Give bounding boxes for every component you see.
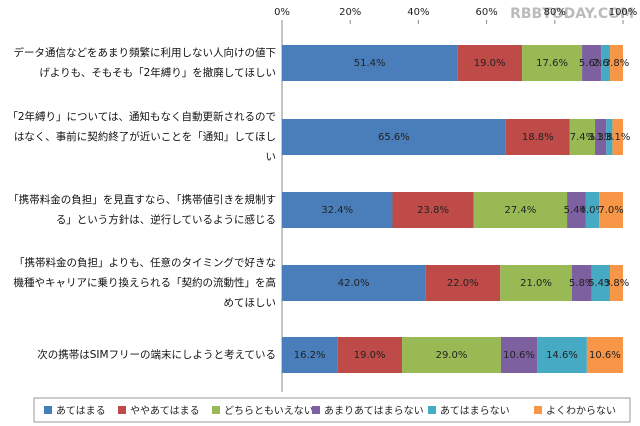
category-label: データ通信などをあまり頻繁に利用しない人向けの値下げよりも、そもそも「2年縛り」…: [13, 47, 277, 79]
legend-swatch: [312, 406, 320, 414]
category-label: 次の携帯はSIMフリーの端末にしようと考えている: [37, 349, 276, 361]
value-label: 17.6%: [536, 58, 568, 69]
value-label: 5.6%: [579, 58, 604, 69]
bar-segment: [282, 337, 338, 373]
value-label: 65.6%: [378, 132, 410, 143]
legend-label: あまりあてはまらない: [324, 405, 424, 417]
bar-segment: [505, 119, 570, 155]
x-tick-label: 20%: [339, 7, 361, 18]
bar-segment: [457, 45, 523, 81]
value-label: 21.0%: [520, 278, 552, 289]
value-label: 2.6%: [593, 58, 618, 69]
bar-segment: [610, 265, 623, 301]
category-label: 「携帯料金の負担」を見直すなら、「携帯値引きを規制する」という方針は、逆行してい…: [8, 194, 276, 226]
bar-segment: [500, 265, 572, 301]
value-label: 16.2%: [294, 350, 326, 361]
legend-label: あてはまる: [56, 405, 106, 417]
bar-segment: [610, 45, 623, 81]
legend-label: ややあてはまる: [130, 405, 200, 417]
x-tick-label: 40%: [407, 7, 429, 18]
category-label: 「携帯料金の負担」よりも、任意のタイミングで好きな機種やキャリアに乗り換えられる…: [13, 257, 277, 309]
value-label: 29.0%: [436, 350, 468, 361]
value-label: 5.4%: [588, 278, 613, 289]
bar-segment: [586, 337, 623, 373]
bar-segment: [402, 337, 501, 373]
value-label: 27.4%: [504, 205, 536, 216]
value-label: 10.6%: [503, 350, 535, 361]
watermark: RBBTODAY.COM: [510, 6, 634, 22]
value-label: 10.6%: [589, 350, 621, 361]
bar-segment: [601, 45, 611, 81]
value-label: 7.4%: [570, 132, 595, 143]
legend-label: どちらともいえない: [224, 405, 314, 417]
bar-segment: [282, 119, 506, 155]
legend-box: [33, 397, 631, 423]
value-label: 4.0%: [580, 205, 605, 216]
value-label: 22.0%: [447, 278, 479, 289]
value-label: 32.4%: [321, 205, 353, 216]
bar-segment: [522, 45, 583, 81]
legend-swatch: [534, 406, 542, 414]
legend-label: よくわからない: [546, 405, 616, 417]
value-label: 18.8%: [522, 132, 554, 143]
value-label: 1.8%: [597, 132, 622, 143]
legend-swatch: [428, 406, 436, 414]
bar-segment: [569, 119, 596, 155]
bar-segment: [606, 119, 613, 155]
value-label: 19.0%: [354, 350, 386, 361]
bar-segment: [282, 265, 426, 301]
value-label: 3.1%: [605, 132, 630, 143]
bar-segment: [282, 192, 393, 228]
bar-segment: [595, 119, 607, 155]
value-label: 5.4%: [564, 205, 589, 216]
value-label: 23.8%: [417, 205, 449, 216]
bar-segment: [591, 265, 611, 301]
value-label: 42.0%: [338, 278, 370, 289]
bar-segment: [473, 192, 568, 228]
bar-segment: [392, 192, 474, 228]
bar-segment: [537, 337, 587, 373]
bar-segment: [571, 265, 592, 301]
bar-segment: [500, 337, 538, 373]
value-label: 7.0%: [598, 205, 623, 216]
value-label: 3.8%: [604, 278, 629, 289]
bar-segment: [337, 337, 403, 373]
bar-segment: [582, 45, 602, 81]
legend-swatch: [118, 406, 126, 414]
bar-segment: [599, 192, 623, 228]
legend-swatch: [212, 406, 220, 414]
value-label: 19.0%: [474, 58, 506, 69]
x-tick-label: 100%: [609, 7, 638, 18]
value-label: 51.4%: [354, 58, 386, 69]
bar-segment: [585, 192, 600, 228]
bar-segment: [612, 119, 623, 155]
legend-swatch: [44, 406, 52, 414]
bar-segment: [282, 45, 458, 81]
x-tick-label: 80%: [544, 7, 566, 18]
x-tick-label: 0%: [274, 7, 290, 18]
bar-segment: [425, 265, 501, 301]
x-tick-label: 60%: [475, 7, 497, 18]
value-label: 14.6%: [546, 350, 578, 361]
value-label: 3.3%: [588, 132, 613, 143]
legend-label: あてはまらない: [440, 405, 510, 417]
category-label: 「2年縛り」については、通知もなく自動更新されるのではなく、事前に契約終了が近い…: [7, 111, 276, 163]
bar-segment: [567, 192, 586, 228]
value-label: 3.8%: [604, 58, 629, 69]
value-label: 5.8%: [569, 278, 594, 289]
